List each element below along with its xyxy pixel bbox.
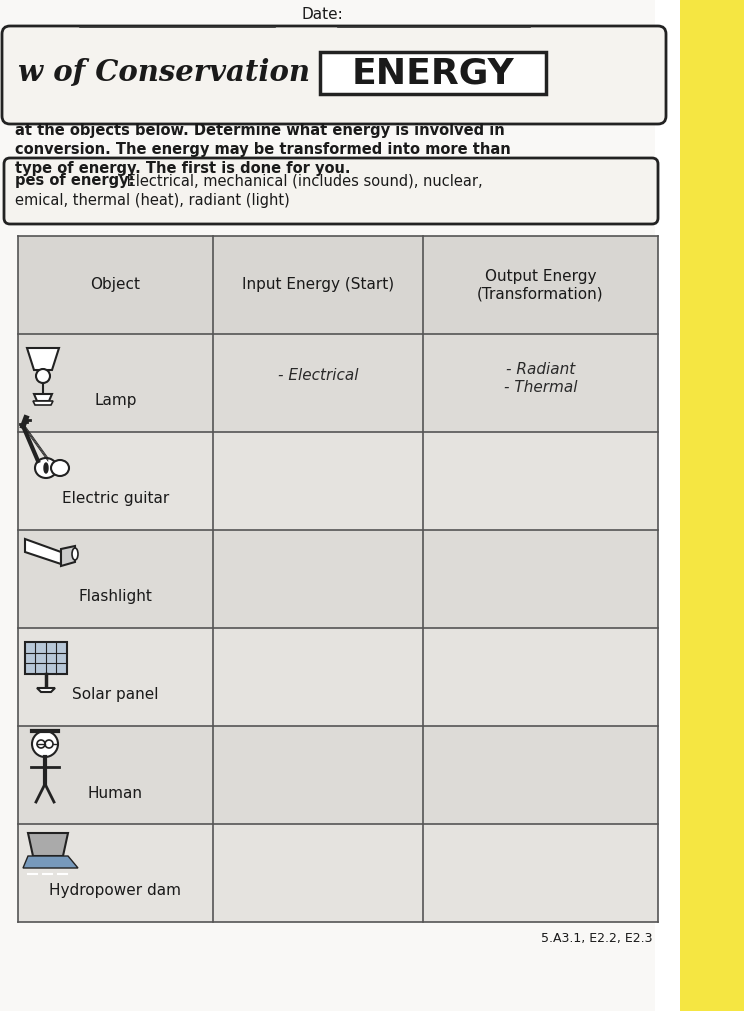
Polygon shape [25,539,61,564]
Bar [18,236,658,334]
Text: - Radiant: - Radiant [506,362,575,376]
Polygon shape [27,348,59,370]
Bar [25,642,67,674]
Polygon shape [0,0,680,1011]
Text: Lamp: Lamp [94,393,137,408]
FancyBboxPatch shape [2,26,666,124]
Text: Electrical, mechanical (includes sound), nuclear,: Electrical, mechanical (includes sound),… [122,173,483,188]
Ellipse shape [44,463,48,473]
Polygon shape [23,856,78,868]
Bar [18,236,658,922]
Text: Human: Human [88,786,143,801]
Bar [18,726,658,824]
Text: w of Conservation of: w of Conservation of [18,59,362,88]
Text: conversion. The energy may be transformed into more than: conversion. The energy may be transforme… [15,142,510,157]
Bar [18,334,658,432]
Polygon shape [34,394,52,401]
Polygon shape [33,401,53,405]
Text: Hydropower dam: Hydropower dam [50,884,182,899]
Bar [18,824,658,922]
Bar [18,628,658,726]
Ellipse shape [35,458,57,478]
Text: ENERGY: ENERGY [352,56,514,90]
Polygon shape [28,833,68,856]
Text: - Thermal: - Thermal [504,380,577,395]
Bar [18,432,658,530]
Bar [18,530,658,628]
Text: Output Energy
(Transformation): Output Energy (Transformation) [477,269,604,301]
Text: Date:: Date: [302,7,344,22]
Text: Electric guitar: Electric guitar [62,491,169,507]
Text: Flashlight: Flashlight [79,589,153,605]
Ellipse shape [51,460,69,476]
Text: emical, thermal (heat), radiant (light): emical, thermal (heat), radiant (light) [15,193,289,208]
Polygon shape [37,688,55,692]
FancyBboxPatch shape [320,52,546,94]
FancyBboxPatch shape [4,158,658,224]
Polygon shape [61,546,75,566]
Ellipse shape [72,548,78,560]
Circle shape [36,369,50,383]
Text: Solar panel: Solar panel [72,687,158,703]
Polygon shape [0,0,655,1011]
Bar [680,0,744,1011]
Text: at the objects below. Determine what energy is involved in: at the objects below. Determine what ene… [15,123,504,137]
Text: type of energy. The first is done for you.: type of energy. The first is done for yo… [15,161,350,176]
Text: Input Energy (Start): Input Energy (Start) [242,277,394,292]
Text: Object: Object [91,277,141,292]
Text: - Electrical: - Electrical [278,368,359,382]
Text: pes of energy:: pes of energy: [15,173,135,188]
Text: 5.A3.1, E2.2, E2.3: 5.A3.1, E2.2, E2.3 [542,932,653,945]
Circle shape [32,731,58,757]
